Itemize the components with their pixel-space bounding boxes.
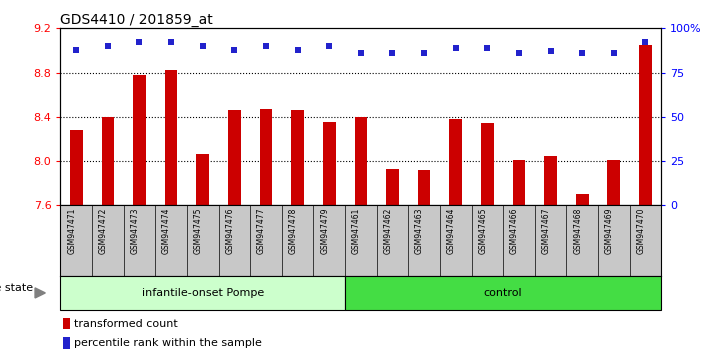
- Text: GSM947467: GSM947467: [542, 207, 550, 254]
- Text: percentile rank within the sample: percentile rank within the sample: [74, 338, 262, 348]
- Text: GSM947465: GSM947465: [479, 207, 487, 254]
- Text: disease state: disease state: [0, 283, 33, 293]
- Bar: [513, 160, 525, 205]
- Bar: [418, 170, 430, 205]
- Text: control: control: [483, 288, 523, 298]
- Bar: [323, 122, 336, 205]
- Bar: [63, 318, 70, 329]
- Text: GSM947478: GSM947478: [289, 207, 298, 254]
- Text: GSM947479: GSM947479: [320, 207, 329, 254]
- Bar: [355, 117, 367, 205]
- Text: GSM947474: GSM947474: [162, 207, 171, 254]
- Text: GSM947468: GSM947468: [573, 207, 582, 254]
- Bar: [576, 194, 589, 205]
- Text: GSM947461: GSM947461: [352, 207, 360, 254]
- Bar: [228, 110, 240, 205]
- Text: GSM947466: GSM947466: [510, 207, 519, 254]
- Bar: [449, 119, 462, 205]
- Text: GSM947471: GSM947471: [68, 207, 76, 254]
- Bar: [639, 45, 652, 205]
- Text: GSM947477: GSM947477: [257, 207, 266, 254]
- Bar: [345, 276, 661, 310]
- Text: GSM947475: GSM947475: [193, 207, 203, 254]
- Text: GSM947464: GSM947464: [447, 207, 456, 254]
- Bar: [607, 160, 620, 205]
- Text: infantile-onset Pompe: infantile-onset Pompe: [141, 288, 264, 298]
- Text: GSM947476: GSM947476: [225, 207, 235, 254]
- Bar: [102, 117, 114, 205]
- Text: GSM947473: GSM947473: [131, 207, 139, 254]
- Polygon shape: [35, 288, 46, 298]
- Bar: [544, 155, 557, 205]
- Text: GSM947469: GSM947469: [605, 207, 614, 254]
- Text: GSM947472: GSM947472: [99, 207, 108, 254]
- Bar: [133, 75, 146, 205]
- Bar: [60, 276, 345, 310]
- Bar: [70, 130, 82, 205]
- Bar: [481, 124, 493, 205]
- Bar: [165, 70, 178, 205]
- Bar: [292, 110, 304, 205]
- Bar: [260, 109, 272, 205]
- Bar: [196, 154, 209, 205]
- Text: transformed count: transformed count: [74, 319, 178, 329]
- Text: GSM947470: GSM947470: [636, 207, 646, 254]
- Text: GSM947462: GSM947462: [383, 207, 392, 254]
- Bar: [63, 337, 70, 349]
- Text: GSM947463: GSM947463: [415, 207, 424, 254]
- Bar: [386, 169, 399, 205]
- Text: GDS4410 / 201859_at: GDS4410 / 201859_at: [60, 13, 213, 27]
